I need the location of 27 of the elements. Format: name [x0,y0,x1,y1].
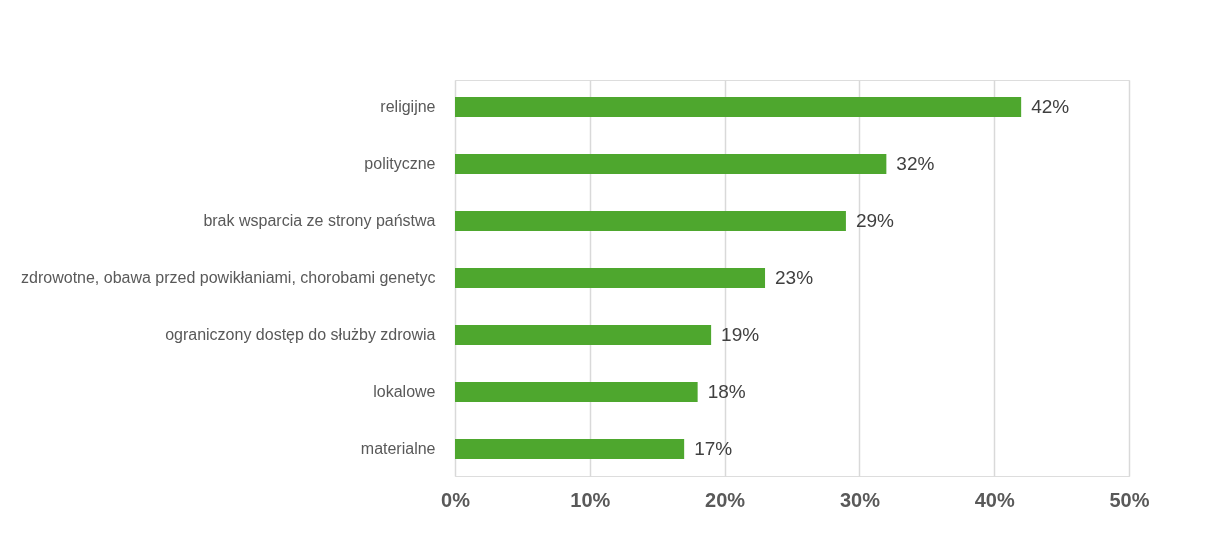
x-tick-label: 0% [441,488,471,511]
data-label: 18% [707,380,746,402]
bar [455,211,846,231]
x-tick-label: 40% [974,488,1015,511]
y-tick-label: ograniczony dostęp do służby zdrowia [165,325,436,343]
x-tick-label: 50% [1109,488,1150,511]
x-tick-label: 20% [705,488,746,511]
x-tick-label: 30% [839,488,881,511]
y-tick-label: religijne [380,98,436,116]
data-label: 32% [896,153,935,175]
data-label: 17% [694,437,733,459]
bar [455,268,766,288]
data-label: 19% [721,323,760,345]
bar [455,381,698,402]
y-tick-label: brak wsparcia ze strony państwa [203,212,436,230]
y-tick-label: zdrowotne, obawa przed powikłaniami, chorobami genetyc [21,269,436,286]
data-label: 29% [855,210,895,232]
bar [455,438,685,459]
data-label: 42% [1031,96,1070,118]
bar [455,97,1022,118]
y-tick-label: polityczne [364,155,436,173]
y-tick-label: lokalowe [373,382,436,400]
bar [455,325,712,345]
data-label: 23% [775,267,814,288]
y-tick-label: materialne [360,439,436,457]
bar [455,154,887,175]
x-tick-label: 10% [570,488,611,511]
